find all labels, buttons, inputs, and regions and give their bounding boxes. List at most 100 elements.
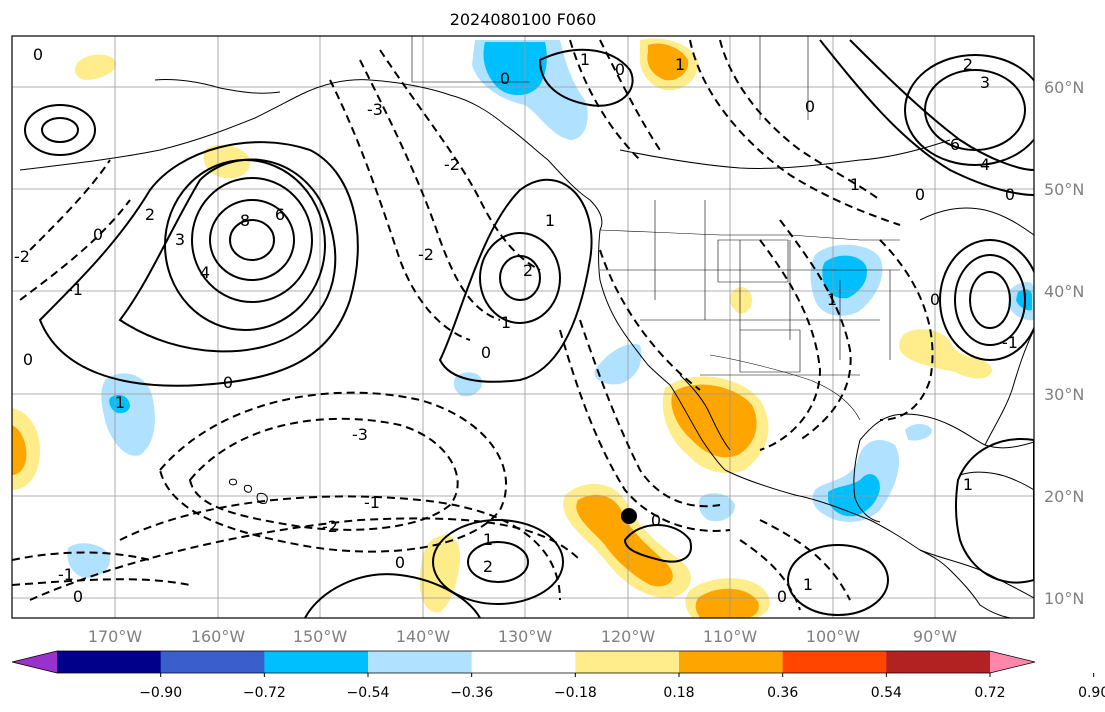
contour-label: 0 [93,225,103,244]
contour-label: 6 [950,135,960,154]
contour-label: 4 [980,155,990,174]
lat-label: 20°N [1044,487,1084,506]
colorbar-tick-label: −0.54 [347,685,390,701]
contour-label: 0 [23,350,33,369]
map-area [12,36,1034,618]
negative-anomaly-gulf-mexico-core [828,474,880,517]
contour-label: 2 [523,261,533,280]
positive-anomaly-hawaii-east [419,535,461,613]
contour-label: 0 [481,343,491,362]
contour-label: -1 [58,565,74,584]
contour-label: 1 [580,50,590,69]
map-frame [11,35,1035,619]
lon-label: 160°W [191,627,246,646]
storm-center-marker [621,508,637,524]
colorbar-tick-label: −0.18 [554,685,597,701]
latitude-labels: 60°N 50°N 40°N 30°N 20°N 10°N [1044,78,1084,608]
colorbar-segment [368,651,473,673]
colorbar-tick-label: 0.54 [871,685,902,701]
lon-label: 120°W [601,627,656,646]
colorbar-segment [575,651,680,673]
positive-anomaly-mexico-core [671,384,757,458]
positive-anomaly-west-edge-core [12,425,27,475]
contour-label: 0 [73,587,83,606]
contour-label: 0 [33,45,43,64]
colorbar-segment [57,651,162,673]
contour-label: 0 [223,373,233,392]
contour-label: 0 [651,511,661,530]
colorbar-tick-label: −0.72 [243,685,286,701]
negative-anomaly-mexico-pacific [698,493,735,522]
contour-label: -2 [418,245,434,264]
colorbar-tick-label: −0.36 [450,685,493,701]
colorbar-segment [160,651,265,673]
contour-label: 1 [963,475,973,494]
borders [411,36,900,421]
colorbar-tick-label: 0.72 [974,685,1005,701]
contour-label: -2 [322,517,338,536]
contour-label: 3 [980,73,990,92]
lon-label: 100°W [806,627,861,646]
colorbar-labels: −0.90 −0.72 −0.54 −0.36 −0.18 0.18 0.36 0.54 0.7… [139,673,1105,701]
map-title: 2024080100 F060 [449,10,597,29]
contour-label: -1 [1002,333,1018,352]
contour-label: 2 [483,557,493,576]
lat-label: 10°N [1044,589,1084,608]
colorbar-tick-label: 0.18 [663,685,694,701]
contour-label: 0 [1005,185,1015,204]
colorbar-extend-max [990,651,1035,673]
lon-label: 140°W [396,627,451,646]
contour-label: 1 [850,175,860,194]
lon-label: 170°W [88,627,143,646]
positive-anomaly-plains [729,286,752,314]
contour-label: 2 [145,205,155,224]
contour-label: 1 [827,290,837,309]
contour-label: 1 [483,530,493,549]
contour-label: 0 [930,290,940,309]
colorbar-tick-label: 0.90 [1078,685,1105,701]
contour-label: -2 [444,155,460,174]
contour-label-group: 8 6 4 3 2 0 0 2 1 0 1 -3 -2 -1 0 1 2 0 0… [14,45,1018,606]
contour-label: 1 [803,575,813,594]
positive-anomaly-gulf [899,329,992,379]
contour-label: 1 [545,211,555,230]
colorbar-tick-label: 0.36 [767,685,798,701]
contour-label: -1 [67,280,83,299]
contour-label: -2 [14,247,30,266]
lat-label: 30°N [1044,385,1084,404]
contour-label: 0 [395,553,405,572]
contour-label: 2 [963,55,973,74]
lat-label: 60°N [1044,78,1084,97]
positive-anomaly-south-core [695,588,759,618]
contour-label: 8 [240,211,250,230]
positive-contours [24,39,1034,618]
contour-label: 0 [805,97,815,116]
negative-contours [12,39,934,611]
contour-label: 0 [777,587,787,606]
contour-label: 3 [175,230,185,249]
colorbar-segment [782,651,887,673]
contour-label: 0 [615,60,625,79]
contour-label: 4 [200,263,210,282]
negative-anomaly-florida [905,424,932,441]
lon-label: 90°W [913,627,957,646]
colorbar-tick-label: −0.90 [139,685,182,701]
positive-anomaly-aleutian [74,54,117,80]
lat-label: 50°N [1044,180,1084,199]
lon-label: 150°W [293,627,348,646]
contour-label: 1 [115,393,125,412]
negative-anomaly-plains-core [822,255,867,299]
colorbar-segment [471,651,576,673]
colorbar-extend-min [12,651,57,673]
colorbar-segment [264,651,369,673]
colorbar [11,650,1036,674]
lon-label: 130°W [498,627,553,646]
lon-label: 110°W [703,627,758,646]
contour-label: -3 [367,100,383,119]
lat-label: 40°N [1044,282,1084,301]
colorbar-outline [11,650,1036,674]
contour-label: 0 [915,185,925,204]
positive-anomaly-north-core [647,43,689,81]
negative-anomaly-baja [594,344,642,385]
